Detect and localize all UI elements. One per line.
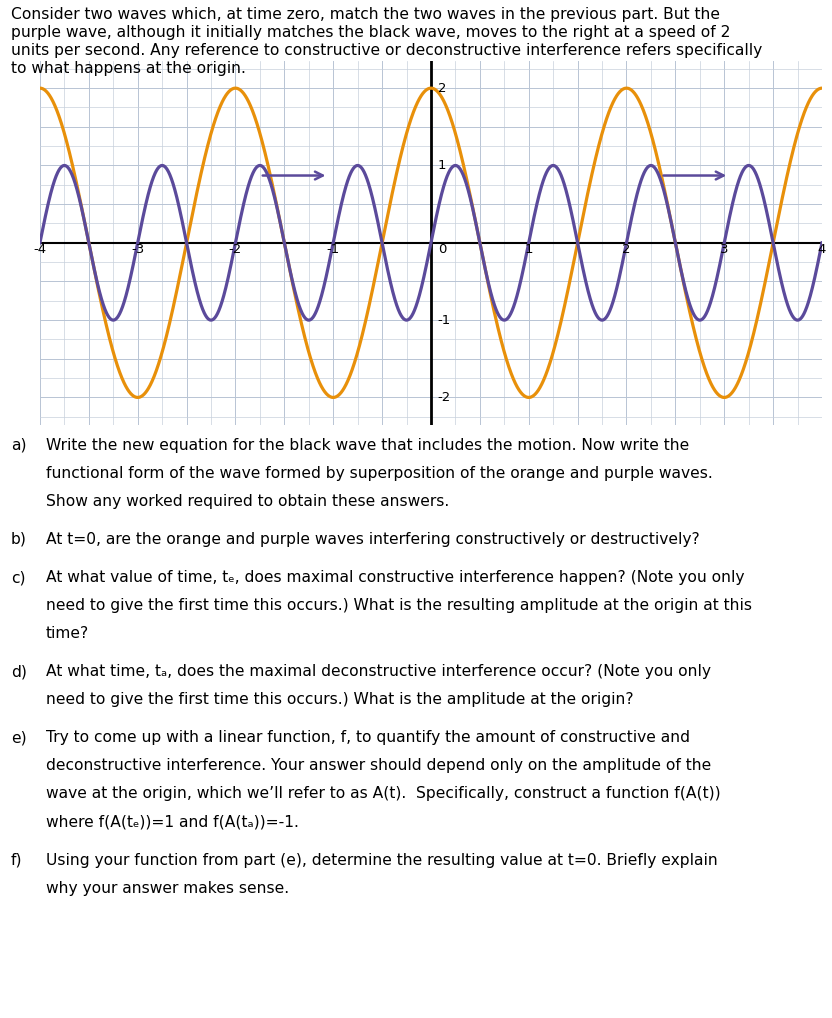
Text: wave at the origin, which we’ll refer to as A(t).  Specifically, construct a fun: wave at the origin, which we’ll refer to…	[46, 787, 721, 801]
Text: Write the new equation for the black wave that includes the motion. Now write th: Write the new equation for the black wav…	[46, 438, 689, 453]
Text: where f(A(tₑ))=1 and f(A(tₐ))=-1.: where f(A(tₑ))=1 and f(A(tₐ))=-1.	[46, 814, 299, 830]
Text: Show any worked required to obtain these answers.: Show any worked required to obtain these…	[46, 494, 449, 509]
Text: why your answer makes sense.: why your answer makes sense.	[46, 881, 289, 896]
Text: e): e)	[11, 731, 27, 745]
Text: b): b)	[11, 532, 27, 547]
Text: a): a)	[11, 438, 27, 453]
Text: f): f)	[11, 853, 22, 867]
Text: Consider two waves which, at time zero, match the two waves in the previous part: Consider two waves which, at time zero, …	[11, 7, 720, 22]
Text: -2: -2	[229, 243, 242, 256]
Text: Try to come up with a linear function, f, to quantify the amount of constructive: Try to come up with a linear function, f…	[46, 731, 690, 745]
Text: purple wave, although it initially matches the black wave, moves to the right at: purple wave, although it initially match…	[11, 24, 730, 40]
Text: -2: -2	[438, 391, 451, 404]
Text: At what value of time, tₑ, does maximal constructive interference happen? (Note : At what value of time, tₑ, does maximal …	[46, 570, 745, 585]
Text: 1: 1	[524, 243, 533, 256]
Text: -4: -4	[33, 243, 47, 256]
Text: deconstructive interference. Your answer should depend only on the amplitude of : deconstructive interference. Your answer…	[46, 758, 711, 774]
Text: to what happens at the origin.: to what happens at the origin.	[11, 61, 245, 75]
Text: time?: time?	[46, 626, 89, 641]
Text: functional form of the wave formed by superposition of the orange and purple wav: functional form of the wave formed by su…	[46, 466, 712, 480]
Text: -1: -1	[438, 314, 451, 327]
Text: At what time, tₐ, does the maximal deconstructive interference occur? (Note you : At what time, tₐ, does the maximal decon…	[46, 665, 711, 679]
Text: 0: 0	[438, 243, 446, 256]
Text: 4: 4	[818, 243, 826, 256]
Text: 2: 2	[622, 243, 631, 256]
Text: Using your function from part (e), determine the resulting value at t=0. Briefly: Using your function from part (e), deter…	[46, 853, 717, 867]
Text: At t=0, are the orange and purple waves interfering constructively or destructiv: At t=0, are the orange and purple waves …	[46, 532, 700, 547]
Text: 3: 3	[720, 243, 729, 256]
Text: -1: -1	[327, 243, 339, 256]
Text: units per second. Any reference to constructive or deconstructive interference r: units per second. Any reference to const…	[11, 43, 762, 58]
Text: -3: -3	[131, 243, 144, 256]
Text: c): c)	[11, 570, 25, 585]
Text: need to give the first time this occurs.) What is the resulting amplitude at the: need to give the first time this occurs.…	[46, 599, 752, 613]
Text: 2: 2	[438, 81, 446, 95]
Text: need to give the first time this occurs.) What is the amplitude at the origin?: need to give the first time this occurs.…	[46, 692, 633, 708]
Text: 1: 1	[438, 159, 446, 172]
Text: d): d)	[11, 665, 27, 679]
